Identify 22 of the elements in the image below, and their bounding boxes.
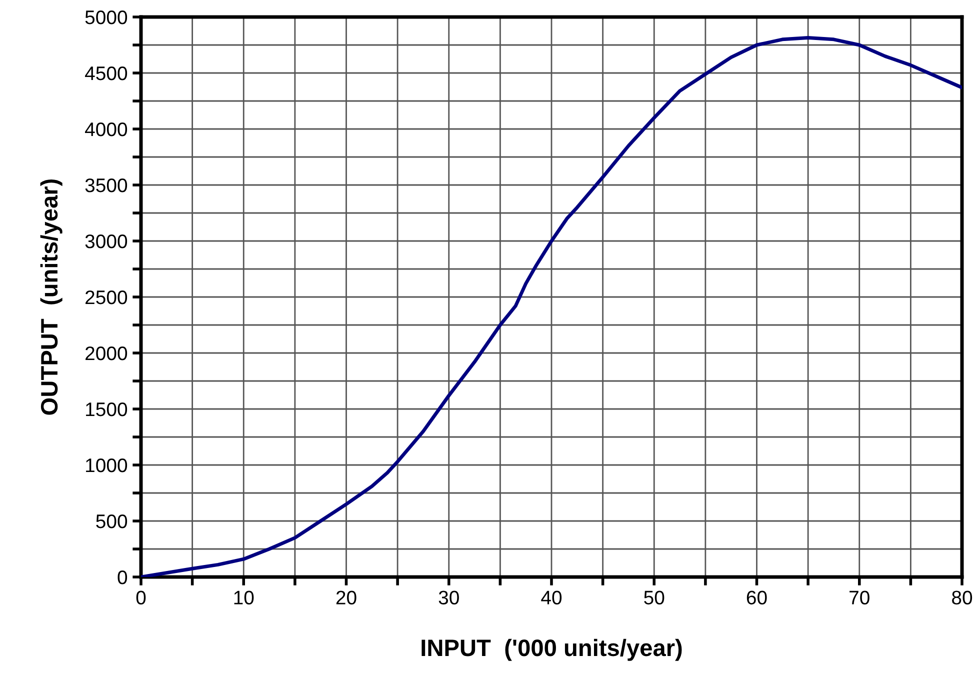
y-tick-label: 2500	[86, 290, 128, 304]
y-tick-label: 3000	[85, 234, 128, 248]
y-tick-label: 4000	[85, 122, 128, 136]
x-axis-title: INPUT ('000 units/year)	[422, 638, 682, 661]
y-tick-label: 1000	[86, 458, 128, 472]
y-tick-label: 4500	[85, 66, 128, 80]
x-tick-label: 60	[746, 590, 767, 604]
y-axis-title: OUTPUT (units/year)	[40, 179, 62, 415]
y-tick-label: 3500	[85, 178, 128, 192]
y-tick-label: 2000	[86, 346, 128, 360]
x-tick-label: 70	[850, 590, 870, 604]
x-tick-label: 30	[438, 590, 459, 604]
x-tick-label: 80	[952, 590, 972, 604]
x-tick-label: 40	[541, 590, 562, 604]
x-tick-label: 10	[234, 590, 254, 604]
x-tick-label: 20	[336, 590, 356, 604]
x-tick-label: 0	[136, 590, 146, 604]
x-tick-label: 50	[644, 590, 664, 604]
y-tick-label: 0	[118, 570, 128, 584]
y-tick-label: 1500	[86, 402, 128, 416]
y-tick-label: 5000	[85, 10, 128, 24]
y-tick-label: 500	[96, 514, 128, 528]
